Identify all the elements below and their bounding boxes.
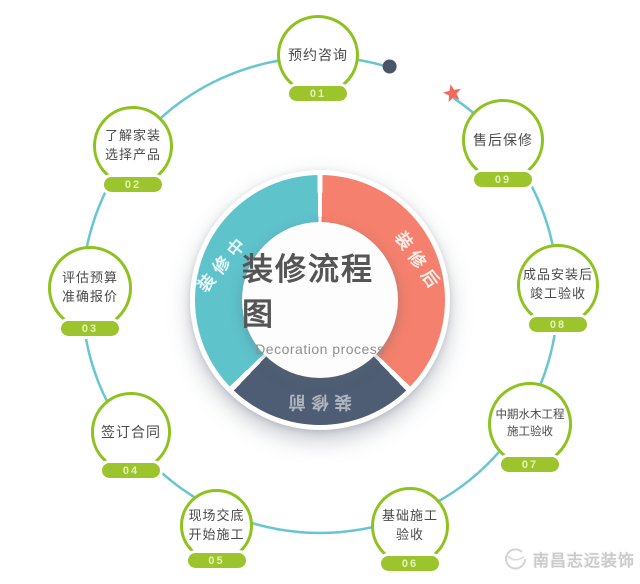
watermark-text: 南昌志远装饰: [532, 553, 635, 570]
step-node-07: 中期水木工程 施工验收 07: [488, 382, 572, 472]
step-node-06: 基础施工 验收 06: [371, 487, 449, 571]
step-number-badge: 09: [474, 172, 532, 187]
step-number-badge: 04: [102, 463, 160, 478]
step-label: 预约咨询: [288, 46, 348, 63]
company-logo-icon: [504, 548, 526, 570]
step-number-badge: 06: [381, 556, 439, 571]
step-number-badge: 01: [289, 86, 347, 101]
step-node-02: 了解家装 选择产品 02: [93, 106, 173, 192]
watermark: 南昌志远装饰: [502, 546, 635, 572]
step-number-badge: 02: [104, 177, 162, 192]
step-node-05: 现场交底 开始施工 05: [180, 489, 253, 568]
step-node-09: 售后保修 09: [462, 99, 544, 187]
step-label: 成品安装后 竣工验收: [522, 267, 593, 301]
phase-label-before: 装修前: [282, 392, 352, 412]
step-label: 现场交底 开始施工: [188, 507, 245, 542]
step-node-03: 评估预算 准确报价 03: [48, 246, 132, 336]
cycle-end-star-icon: [443, 84, 461, 103]
diagram-subtitle: Decoration process: [255, 340, 385, 357]
step-number-badge: 07: [501, 457, 559, 472]
step-node-01: 预约咨询 01: [277, 15, 359, 101]
step-number-badge: 03: [61, 321, 119, 336]
step-label: 签订合同: [101, 423, 161, 440]
step-label: 评估预算 准确报价: [61, 270, 118, 304]
step-number-badge: 08: [529, 317, 587, 332]
cycle-start-dot: [382, 59, 397, 74]
step-number-badge: 05: [187, 553, 246, 568]
process-wheel-center: 装修流程图 Decoration process: [242, 222, 398, 378]
step-node-08: 成品安装后 竣工验收 08: [517, 244, 599, 332]
process-wheel: 装修流程图 Decoration process: [190, 170, 450, 430]
step-label: 中期水木工程 施工验收: [495, 409, 565, 438]
step-node-04: 签订合同 04: [91, 392, 171, 478]
step-label: 基础施工 验收: [381, 508, 438, 542]
diagram-title: 装修流程图: [242, 251, 374, 332]
step-label: 售后保修: [473, 131, 533, 148]
step-label: 了解家装 选择产品: [104, 128, 161, 162]
